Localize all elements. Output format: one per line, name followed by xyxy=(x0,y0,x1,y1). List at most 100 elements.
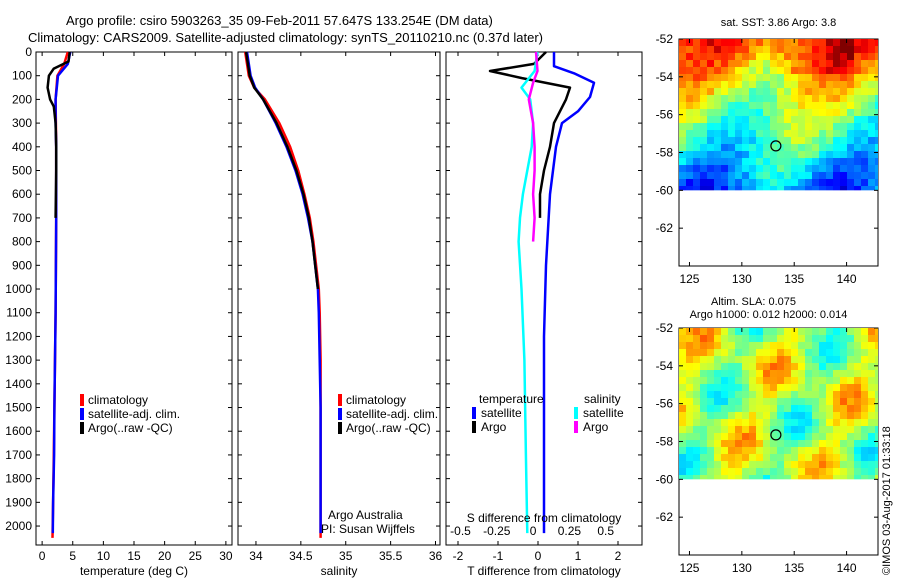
depth-tick-label: 500 xyxy=(12,164,32,178)
difference-legend-group-salinity: salinity xyxy=(584,392,621,406)
imos-stamp: ©IMOS 03-Aug-2017 01:33:18 xyxy=(881,426,893,575)
difference-xtick-label: 1 xyxy=(575,549,582,563)
salinity-legend-label: Argo(..raw -QC) xyxy=(346,421,431,435)
salinity-legend-swatch xyxy=(338,422,342,434)
temperature-xtick-label: 5 xyxy=(69,549,76,563)
depth-tick-label: 1800 xyxy=(5,472,32,486)
difference-legend-swatch xyxy=(574,407,578,419)
difference-legend-swatch xyxy=(472,407,476,419)
temperature-plot-frame xyxy=(35,51,233,546)
difference-xlabel: T difference from climatology xyxy=(467,564,621,578)
temperature-legend-swatch xyxy=(80,408,84,420)
sla-map-title: Altim. SLA: 0.075 xyxy=(711,296,796,308)
salinity-plot-frame xyxy=(237,51,441,546)
depth-tick-label: 0 xyxy=(25,45,32,59)
difference-legend-label: Argo xyxy=(583,420,609,434)
depth-tick-label: 2000 xyxy=(5,519,32,533)
sla-xtick-label: 125 xyxy=(679,561,699,575)
sst-profile-location-marker xyxy=(770,140,782,152)
difference-legend-group-temperature: temperature xyxy=(479,392,544,406)
depth-tick-label: 700 xyxy=(12,211,32,225)
salinity-legend-swatch xyxy=(338,394,342,406)
difference-legend-swatch xyxy=(574,421,578,433)
salinity-diff-tick-label: 0 xyxy=(530,524,537,538)
sla-xtick-label: 135 xyxy=(784,561,804,575)
difference-series-temperature-argo xyxy=(488,51,572,218)
sst-ytick-label: -58 xyxy=(656,146,674,160)
depth-tick-label: 300 xyxy=(12,116,32,130)
depth-tick-label: 1700 xyxy=(5,448,32,462)
salinity-xtick-label: 35.5 xyxy=(379,549,403,563)
salinity-diff-tick-label: -0.5 xyxy=(450,524,471,538)
figure-subtitle: Climatology: CARS2009. Satellite-adjuste… xyxy=(28,30,543,45)
salinity-diff-tick-label: -0.25 xyxy=(483,524,511,538)
difference-xtick-label: -1 xyxy=(493,549,504,563)
difference-series-salinity-argo xyxy=(527,51,539,242)
difference-xtick-label: 2 xyxy=(615,549,622,563)
salinity-diff-xlabel: S difference from climatology xyxy=(467,511,622,525)
depth-tick-label: 100 xyxy=(12,69,32,83)
difference-xtick-label: 0 xyxy=(535,549,542,563)
temperature-xtick-label: 20 xyxy=(158,549,172,563)
sst-xtick-label: 125 xyxy=(679,272,699,286)
credit-group: Argo Australia xyxy=(328,508,403,522)
sst-ytick-label: -60 xyxy=(656,183,674,197)
sst-xtick-label: 135 xyxy=(784,272,804,286)
depth-tick-label: 900 xyxy=(12,258,32,272)
temperature-legend-swatch xyxy=(80,394,84,406)
salinity-legend-swatch xyxy=(338,408,342,420)
salinity-xtick-label: 34 xyxy=(249,549,263,563)
sla-ytick-label: -58 xyxy=(656,435,674,449)
temperature-legend-label: satellite-adj. clim. xyxy=(88,407,180,421)
sla-map-subtitle: Argo h1000: 0.012 h2000: 0.014 xyxy=(690,309,848,321)
depth-tick-label: 1100 xyxy=(6,306,32,320)
sst-ytick-label: -54 xyxy=(656,70,674,84)
difference-legend-label: Argo xyxy=(481,420,507,434)
sst-ytick-label: -62 xyxy=(656,221,674,235)
sst-ytick-label: -52 xyxy=(656,32,674,46)
temperature-xtick-label: 15 xyxy=(127,549,141,563)
salinity-legend-label: satellite-adj. clim. xyxy=(346,407,438,421)
difference-legend-label: satellite xyxy=(481,406,522,420)
sst-map-title: sat. SST: 3.86 Argo: 3.8 xyxy=(721,17,837,29)
temperature-xtick-label: 0 xyxy=(39,549,46,563)
sla-ytick-label: -60 xyxy=(656,472,674,486)
depth-tick-label: 200 xyxy=(12,92,32,106)
depth-tick-label: 1400 xyxy=(5,377,32,391)
salinity-xlabel: salinity xyxy=(321,564,358,578)
difference-series-temperature-satellite xyxy=(542,52,596,534)
difference-xtick-label: -2 xyxy=(453,549,464,563)
sst-ytick-label: -56 xyxy=(656,108,674,122)
sla-profile-location-marker xyxy=(770,429,782,441)
temperature-xlabel: temperature (deg C) xyxy=(80,564,188,578)
temperature-xtick-label: 25 xyxy=(189,549,203,563)
sla-ytick-label: -62 xyxy=(656,510,674,524)
salinity-diff-tick-label: 0.25 xyxy=(558,524,582,538)
temperature-series-argo-raw-qc- xyxy=(46,51,71,218)
difference-legend-label: satellite xyxy=(583,406,624,420)
depth-tick-label: 400 xyxy=(12,140,32,154)
depth-tick-label: 600 xyxy=(12,187,32,201)
depth-tick-label: 1600 xyxy=(5,424,32,438)
salinity-legend-label: climatology xyxy=(346,393,406,407)
depth-tick-label: 1900 xyxy=(5,495,32,509)
salinity-series-argo-raw-qc- xyxy=(244,51,320,290)
depth-tick-label: 1000 xyxy=(5,282,32,296)
salinity-diff-tick-label: 0.5 xyxy=(597,524,614,538)
sla-xtick-label: 140 xyxy=(837,561,857,575)
difference-series-salinity-satellite xyxy=(517,51,539,534)
sst-xtick-label: 140 xyxy=(837,272,857,286)
temperature-xtick-label: 30 xyxy=(219,549,233,563)
sla-heatmap-cells xyxy=(679,328,878,480)
depth-tick-label: 1200 xyxy=(5,329,32,343)
sst-heatmap-cells xyxy=(679,39,878,191)
sla-ytick-label: -52 xyxy=(656,321,674,335)
depth-tick-label: 800 xyxy=(12,235,32,249)
salinity-xtick-label: 36 xyxy=(429,549,443,563)
difference-legend-swatch xyxy=(472,421,476,433)
temperature-legend-swatch xyxy=(80,422,84,434)
sla-xtick-label: 130 xyxy=(732,561,752,575)
depth-tick-label: 1300 xyxy=(5,353,32,367)
